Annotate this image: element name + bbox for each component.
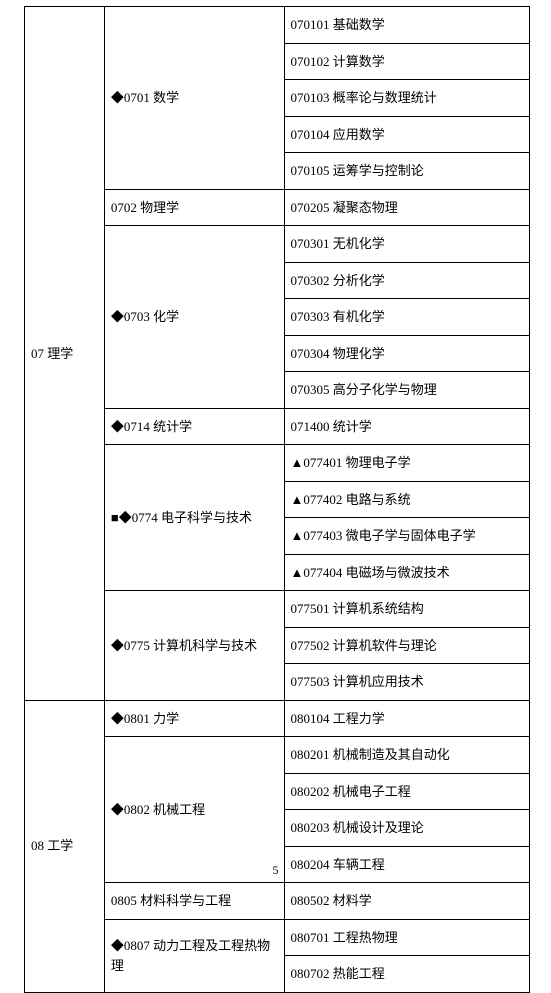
discipline-table-container: 07 理学◆0701 数学070101 基础数学070102 计算数学07010…	[24, 6, 530, 993]
item-cell: 080502 材料学	[284, 883, 530, 920]
subcategory-cell: ◆0801 力学	[104, 700, 284, 737]
item-cell: ▲077404 电磁场与微波技术	[284, 554, 530, 591]
subcategory-cell: ■◆0774 电子科学与技术	[104, 445, 284, 591]
subcategory-cell: ◆0714 统计学	[104, 408, 284, 445]
page-number: 5	[0, 863, 551, 878]
item-cell: 071400 统计学	[284, 408, 530, 445]
discipline-table: 07 理学◆0701 数学070101 基础数学070102 计算数学07010…	[24, 6, 530, 993]
subcategory-cell: 0805 材料科学与工程	[104, 883, 284, 920]
item-cell: 080201 机械制造及其自动化	[284, 737, 530, 774]
item-cell: 077503 计算机应用技术	[284, 664, 530, 701]
subcategory-cell: ◆0775 计算机科学与技术	[104, 591, 284, 701]
item-cell: 070302 分析化学	[284, 262, 530, 299]
item-cell: 077501 计算机系统结构	[284, 591, 530, 628]
item-cell: 080104 工程力学	[284, 700, 530, 737]
item-cell: 070303 有机化学	[284, 299, 530, 336]
item-cell: 070102 计算数学	[284, 43, 530, 80]
category-cell: 08 工学	[25, 700, 105, 992]
item-cell: 070105 运筹学与控制论	[284, 153, 530, 190]
item-cell: 077502 计算机软件与理论	[284, 627, 530, 664]
subcategory-cell: ◆0703 化学	[104, 226, 284, 409]
table-row: 07 理学◆0701 数学070101 基础数学	[25, 7, 530, 44]
table-row: 08 工学◆0801 力学080104 工程力学	[25, 700, 530, 737]
item-cell: 080202 机械电子工程	[284, 773, 530, 810]
item-cell: ▲077401 物理电子学	[284, 445, 530, 482]
subcategory-cell: ◆0802 机械工程	[104, 737, 284, 883]
subcategory-cell: ◆0701 数学	[104, 7, 284, 190]
page-number-text: 5	[273, 863, 279, 877]
category-cell: 07 理学	[25, 7, 105, 701]
item-cell: 080702 热能工程	[284, 956, 530, 993]
item-cell: 070301 无机化学	[284, 226, 530, 263]
item-cell: 070304 物理化学	[284, 335, 530, 372]
item-cell: 070205 凝聚态物理	[284, 189, 530, 226]
subcategory-cell: 0702 物理学	[104, 189, 284, 226]
item-cell: 070104 应用数学	[284, 116, 530, 153]
subcategory-cell: ◆0807 动力工程及工程热物理	[104, 919, 284, 992]
item-cell: 070101 基础数学	[284, 7, 530, 44]
item-cell: 080203 机械设计及理论	[284, 810, 530, 847]
item-cell: 080701 工程热物理	[284, 919, 530, 956]
item-cell: 070103 概率论与数理统计	[284, 80, 530, 117]
item-cell: ▲077403 微电子学与固体电子学	[284, 518, 530, 555]
item-cell: 070305 高分子化学与物理	[284, 372, 530, 409]
item-cell: ▲077402 电路与系统	[284, 481, 530, 518]
